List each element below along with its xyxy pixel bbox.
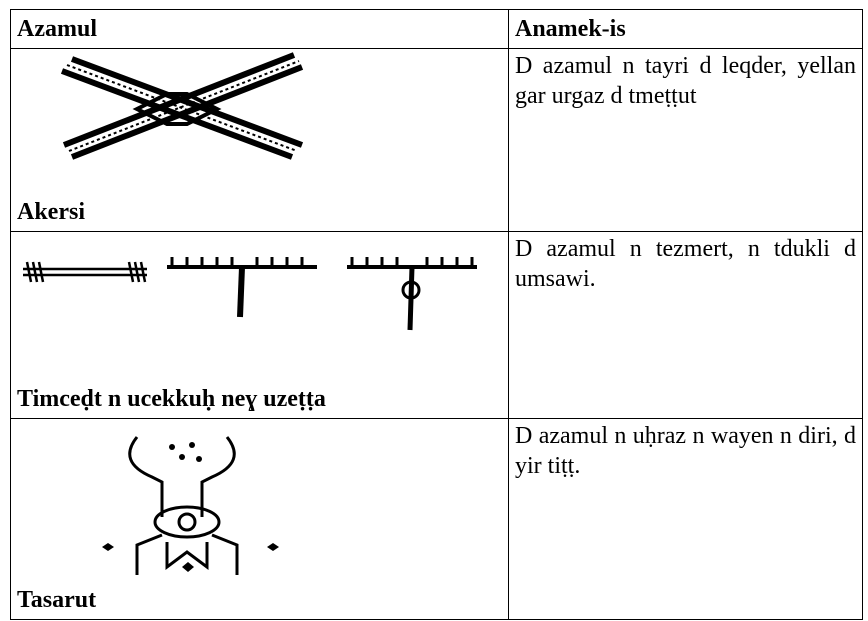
symbol-image xyxy=(23,257,477,331)
symbol-cell: Tasarut xyxy=(10,418,509,620)
symbol-table: Azamul Anamek-is Akersi D azamul n tayri… xyxy=(10,9,863,620)
table-row: Akersi D azamul n tayri d leqder, yellan… xyxy=(10,48,863,232)
symbol-cell: Timceḍt n ucekkuḥ neɣ uzeṭṭa xyxy=(10,231,509,419)
table-row: Tasarut D azamul n uḥraz n wayen n diri,… xyxy=(10,418,863,620)
table-row: Timceḍt n ucekkuḥ neɣ uzeṭṭa D azamul n … xyxy=(10,231,863,419)
cell-content: Timceḍt n ucekkuḥ neɣ uzeṭṭa xyxy=(17,232,502,418)
symbol-label: Timceḍt n ucekkuḥ neɣ uzeṭṭa xyxy=(17,386,326,412)
symbol-image xyxy=(60,52,304,160)
cell-content: Tasarut xyxy=(17,419,502,619)
symbol-image xyxy=(102,436,279,575)
header-cell: Azamul xyxy=(10,9,509,49)
symbol-label: Akersi xyxy=(17,199,85,225)
symbol-cell: Akersi xyxy=(10,48,509,232)
description-cell: D azamul n tayri d leqder, yellan gar ur… xyxy=(508,48,863,232)
cell-content: Akersi xyxy=(17,49,502,231)
header-row: Azamul Anamek-is xyxy=(10,9,863,49)
header-cell: Anamek-is xyxy=(508,9,863,49)
symbol-label: Tasarut xyxy=(17,587,97,613)
description-cell: D azamul n uḥraz n wayen n diri, d yir t… xyxy=(508,418,863,620)
description-cell: D azamul n tezmert, n tdukli d umsawi. xyxy=(508,231,863,419)
